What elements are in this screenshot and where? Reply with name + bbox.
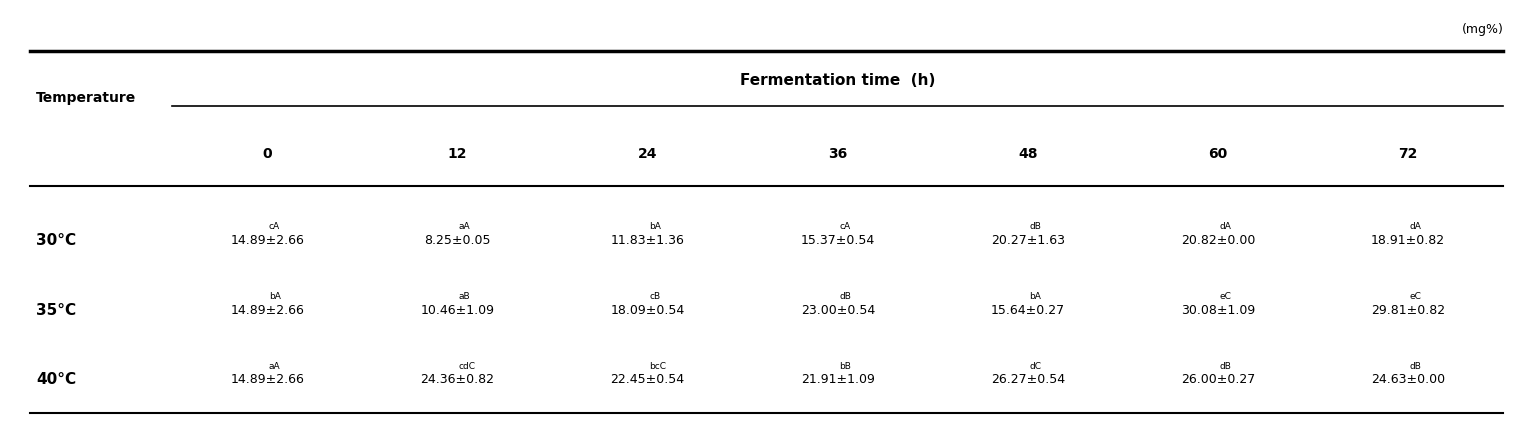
Text: 14.89±2.66: 14.89±2.66 [230, 233, 304, 246]
Text: 30°C: 30°C [37, 232, 76, 247]
Text: 60: 60 [1209, 147, 1228, 161]
Text: 26.00±0.27: 26.00±0.27 [1181, 372, 1256, 385]
Text: 8.25±0.05: 8.25±0.05 [424, 233, 491, 246]
Text: dA: dA [1219, 222, 1231, 231]
Text: 40°C: 40°C [37, 371, 76, 386]
Text: 23.00±0.54: 23.00±0.54 [801, 303, 874, 316]
Text: bA: bA [1030, 291, 1041, 300]
Text: 24.36±0.82: 24.36±0.82 [421, 372, 494, 385]
Text: dB: dB [1030, 222, 1041, 231]
Text: dB: dB [1219, 361, 1231, 370]
Text: 24.63±0.00: 24.63±0.00 [1372, 372, 1445, 385]
Text: 24: 24 [638, 147, 658, 161]
Text: cdC: cdC [459, 361, 476, 370]
Text: 14.89±2.66: 14.89±2.66 [230, 372, 304, 385]
Text: eC: eC [1219, 291, 1231, 300]
Text: 15.64±0.27: 15.64±0.27 [990, 303, 1065, 316]
Text: 21.91±1.09: 21.91±1.09 [801, 372, 874, 385]
Text: cA: cA [269, 222, 279, 231]
Text: dB: dB [839, 291, 852, 300]
Text: eC: eC [1410, 291, 1422, 300]
Text: dC: dC [1030, 361, 1041, 370]
Text: 14.89±2.66: 14.89±2.66 [230, 303, 304, 316]
Text: 20.27±1.63: 20.27±1.63 [990, 233, 1065, 246]
Text: 36: 36 [829, 147, 847, 161]
Text: bB: bB [839, 361, 852, 370]
Text: 18.91±0.82: 18.91±0.82 [1372, 233, 1445, 246]
Text: Fermentation time  (h): Fermentation time (h) [740, 73, 935, 88]
Text: bcC: bcC [649, 361, 667, 370]
Text: Temperature: Temperature [37, 91, 136, 105]
Text: bA: bA [649, 222, 661, 231]
Text: dA: dA [1410, 222, 1422, 231]
Text: 20.82±0.00: 20.82±0.00 [1181, 233, 1256, 246]
Text: aA: aA [459, 222, 470, 231]
Text: 11.83±1.36: 11.83±1.36 [610, 233, 685, 246]
Text: 12: 12 [447, 147, 467, 161]
Text: (mg%): (mg%) [1462, 23, 1503, 36]
Text: 72: 72 [1398, 147, 1418, 161]
Text: 15.37±0.54: 15.37±0.54 [801, 233, 874, 246]
Text: cB: cB [649, 291, 661, 300]
Text: 18.09±0.54: 18.09±0.54 [610, 303, 685, 316]
Text: cA: cA [839, 222, 850, 231]
Text: 35°C: 35°C [37, 302, 76, 317]
Text: 29.81±0.82: 29.81±0.82 [1372, 303, 1445, 316]
Text: 10.46±1.09: 10.46±1.09 [421, 303, 494, 316]
Text: 22.45±0.54: 22.45±0.54 [610, 372, 685, 385]
Text: 48: 48 [1018, 147, 1038, 161]
Text: dB: dB [1410, 361, 1422, 370]
Text: 26.27±0.54: 26.27±0.54 [990, 372, 1065, 385]
Text: aA: aA [269, 361, 281, 370]
Text: aB: aB [459, 291, 470, 300]
Text: 0: 0 [262, 147, 272, 161]
Text: 30.08±1.09: 30.08±1.09 [1181, 303, 1256, 316]
Text: bA: bA [269, 291, 281, 300]
